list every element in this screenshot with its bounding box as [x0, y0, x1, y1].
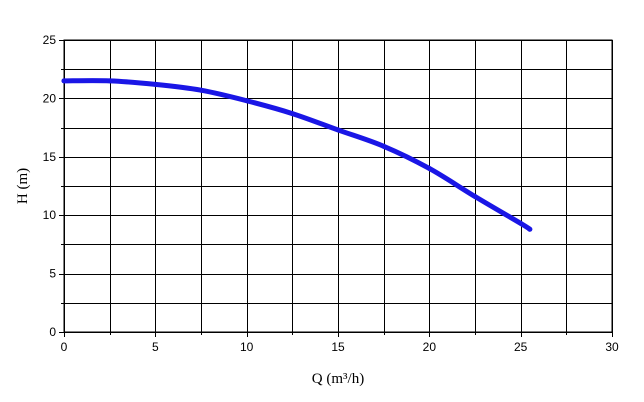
x-tick-label: 5	[152, 340, 159, 354]
data-point	[426, 165, 432, 171]
data-point	[289, 111, 295, 117]
y-tick-label: 20	[43, 91, 57, 105]
x-tick-label: 20	[423, 340, 437, 354]
data-point	[472, 194, 478, 200]
data-point	[107, 78, 113, 84]
label-layer: Q (m³/h) H (m)	[15, 168, 364, 387]
y-tick-label: 5	[49, 267, 56, 281]
y-tick-label: 25	[43, 33, 57, 47]
axis-layer: 0 5 10 15 20 25 0 5 10 15 20 25 30	[43, 33, 619, 354]
y-tick-label: 15	[43, 150, 57, 164]
data-point	[527, 226, 533, 232]
x-tick-label: 25	[514, 340, 528, 354]
data-point	[244, 98, 250, 104]
x-tick-label: 30	[605, 340, 619, 354]
data-point	[198, 87, 204, 93]
x-tick-label: 0	[61, 340, 68, 354]
x-tick-label: 10	[240, 340, 254, 354]
y-tick-label: 10	[43, 208, 57, 222]
data-point	[518, 220, 524, 226]
data-point	[61, 78, 67, 84]
data-point	[381, 143, 387, 149]
y-tick-label: 0	[49, 325, 56, 339]
data-point	[152, 81, 158, 87]
series-layer	[61, 78, 533, 232]
x-tick-label: 15	[331, 340, 345, 354]
series-line	[61, 78, 533, 232]
data-point	[335, 127, 341, 133]
x-axis-title: Q (m³/h)	[312, 371, 364, 387]
y-axis-title: H (m)	[15, 168, 31, 204]
